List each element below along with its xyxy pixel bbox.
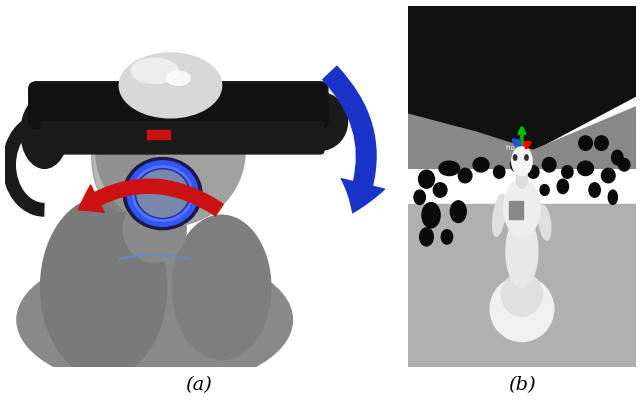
- Text: ho   s: ho s: [506, 145, 525, 151]
- FancyBboxPatch shape: [29, 82, 328, 129]
- Ellipse shape: [525, 155, 528, 160]
- Ellipse shape: [414, 190, 426, 204]
- Ellipse shape: [124, 197, 186, 262]
- Ellipse shape: [473, 158, 489, 172]
- Ellipse shape: [595, 136, 608, 150]
- Ellipse shape: [542, 158, 556, 172]
- Ellipse shape: [292, 93, 348, 150]
- Ellipse shape: [540, 185, 549, 195]
- Ellipse shape: [512, 147, 532, 176]
- Ellipse shape: [589, 183, 600, 197]
- Text: (b): (b): [508, 376, 536, 394]
- Ellipse shape: [577, 161, 593, 176]
- Ellipse shape: [17, 251, 292, 388]
- Ellipse shape: [562, 166, 573, 178]
- Ellipse shape: [451, 201, 467, 222]
- Polygon shape: [408, 6, 636, 150]
- Ellipse shape: [511, 158, 524, 172]
- Ellipse shape: [439, 161, 460, 176]
- Ellipse shape: [557, 179, 568, 193]
- Ellipse shape: [618, 158, 630, 171]
- Bar: [408, 204, 636, 367]
- Bar: [147, 131, 170, 139]
- Circle shape: [137, 170, 188, 217]
- Ellipse shape: [95, 75, 245, 226]
- Bar: [509, 201, 523, 219]
- Ellipse shape: [433, 183, 447, 197]
- Ellipse shape: [602, 168, 615, 183]
- Ellipse shape: [40, 197, 166, 378]
- Ellipse shape: [172, 215, 271, 359]
- FancyArrowPatch shape: [78, 179, 223, 216]
- Ellipse shape: [516, 170, 527, 188]
- Ellipse shape: [504, 179, 540, 237]
- Ellipse shape: [538, 205, 551, 240]
- Ellipse shape: [21, 96, 68, 168]
- Circle shape: [124, 158, 202, 230]
- Ellipse shape: [493, 194, 506, 236]
- Ellipse shape: [422, 203, 440, 228]
- Ellipse shape: [612, 150, 623, 165]
- Ellipse shape: [119, 53, 221, 118]
- Text: (a): (a): [185, 376, 212, 394]
- Ellipse shape: [458, 168, 472, 183]
- Polygon shape: [408, 107, 636, 168]
- FancyBboxPatch shape: [40, 121, 324, 154]
- Ellipse shape: [441, 230, 452, 244]
- Ellipse shape: [419, 170, 435, 188]
- Ellipse shape: [92, 104, 155, 212]
- Ellipse shape: [608, 190, 618, 204]
- Ellipse shape: [513, 155, 517, 160]
- Ellipse shape: [166, 71, 190, 85]
- Ellipse shape: [527, 166, 539, 178]
- Ellipse shape: [506, 215, 538, 287]
- Ellipse shape: [579, 136, 593, 150]
- Ellipse shape: [131, 58, 179, 83]
- Ellipse shape: [420, 228, 433, 246]
- Ellipse shape: [490, 276, 554, 341]
- FancyArrowPatch shape: [323, 66, 385, 213]
- Ellipse shape: [502, 273, 542, 316]
- Circle shape: [129, 163, 196, 224]
- Ellipse shape: [493, 166, 505, 178]
